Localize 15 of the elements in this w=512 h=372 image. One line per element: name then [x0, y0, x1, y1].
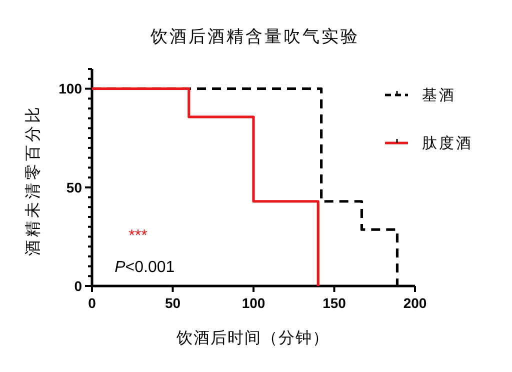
annotation: ***: [128, 228, 148, 245]
x-tick-label: 200: [403, 295, 427, 311]
x-axis-title: 饮酒后时间（分钟）: [176, 328, 330, 347]
chart-title: 饮酒后酒精含量吹气实验: [150, 27, 360, 47]
x-tick-label: 150: [322, 295, 346, 311]
y-tick-label: 0: [74, 278, 82, 294]
legend-label: 基酒: [422, 86, 456, 104]
y-tick-label: 50: [66, 179, 82, 196]
legend-label: 肽度酒: [422, 134, 473, 152]
x-tick-label: 0: [88, 295, 96, 311]
y-axis-title: 酒精未清零百分比: [23, 104, 42, 256]
annotation: P<0.001: [114, 259, 175, 276]
y-tick-label: 100: [58, 80, 82, 97]
x-tick-label: 50: [164, 295, 181, 311]
x-tick-label: 100: [242, 295, 266, 311]
